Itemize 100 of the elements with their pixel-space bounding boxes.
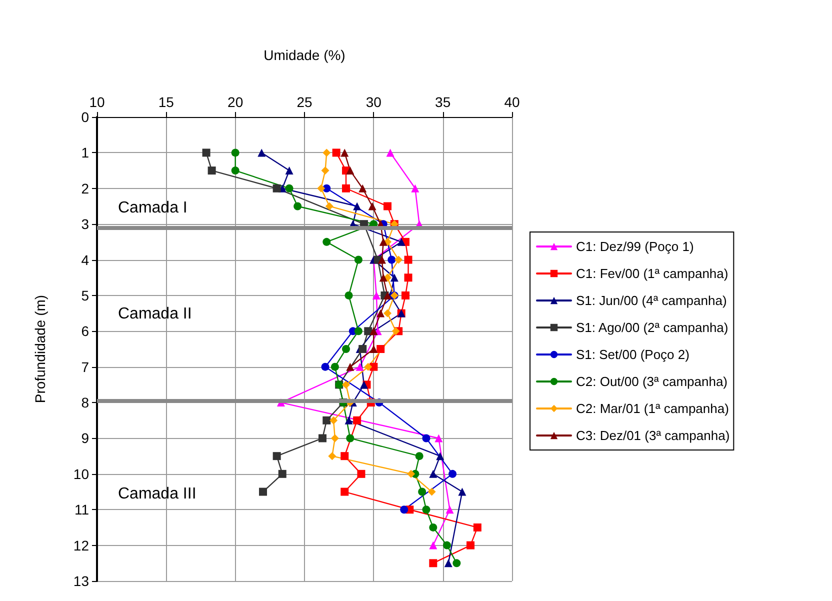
point — [278, 470, 286, 478]
point — [436, 452, 444, 460]
point — [358, 345, 367, 353]
point — [356, 362, 364, 371]
point — [404, 274, 412, 282]
legend-label: S1: Ago/00 (2ª campanha) — [576, 320, 728, 335]
point — [473, 523, 482, 532]
point — [353, 416, 362, 424]
point — [379, 274, 388, 282]
y-tick-label: 4 — [81, 252, 90, 268]
point — [354, 327, 362, 336]
point — [428, 488, 436, 496]
point — [404, 256, 412, 264]
point — [429, 541, 438, 550]
y-tick-label: 0 — [81, 109, 90, 125]
point — [354, 256, 362, 264]
point — [448, 470, 457, 478]
point — [285, 184, 294, 192]
point — [384, 202, 392, 210]
annotation: Camada II — [118, 306, 192, 322]
legend-label: C3: Dez/01 (3ª campanha) — [576, 428, 730, 443]
point — [272, 452, 281, 460]
point — [322, 238, 331, 246]
point — [342, 184, 350, 192]
point — [388, 256, 396, 264]
point — [322, 148, 331, 157]
y-tick-label: 12 — [73, 537, 90, 554]
legend-label: S1: Jun/00 (4ª campanha) — [576, 293, 727, 308]
point — [322, 184, 331, 192]
legend-label: C1: Fev/00 (1ª campanha) — [576, 266, 728, 281]
point — [231, 148, 240, 157]
point — [330, 362, 339, 371]
point — [231, 166, 240, 175]
point — [340, 488, 349, 496]
point — [364, 362, 372, 371]
point — [364, 327, 372, 336]
point — [342, 380, 350, 389]
point — [332, 148, 340, 157]
point — [259, 488, 267, 496]
point — [357, 470, 366, 478]
point — [372, 291, 380, 300]
point — [321, 166, 330, 175]
point — [360, 380, 368, 389]
point — [330, 434, 339, 442]
point — [386, 148, 394, 157]
point — [325, 202, 334, 210]
point — [394, 256, 403, 264]
point — [340, 452, 349, 460]
x-axis-title: Umidade (%) — [264, 47, 346, 63]
y-tick-label: 7 — [81, 358, 90, 375]
point — [342, 345, 350, 353]
x-tick-label: 25 — [296, 94, 312, 110]
legend-label: C2: Out/00 (3ª campanha) — [576, 374, 728, 389]
point — [294, 202, 302, 210]
point — [397, 238, 406, 246]
point — [317, 184, 326, 192]
legend-label: C2: Mar/01 (1ª campanha) — [576, 401, 729, 416]
legend-label: C1: Dez/99 (Poço 1) — [576, 239, 694, 254]
y-tick-label: 3 — [81, 216, 90, 232]
point — [353, 202, 362, 210]
point — [344, 416, 353, 424]
point — [330, 416, 338, 424]
point — [344, 291, 353, 300]
y-tick-label: 9 — [81, 430, 90, 446]
point — [418, 488, 426, 496]
legend-label: S1: Set/00 (Poço 2) — [576, 347, 690, 362]
x-tick-label: 30 — [366, 94, 382, 110]
x-tick-label: 15 — [158, 94, 174, 110]
y-tick-label: 13 — [73, 573, 90, 589]
point — [378, 256, 386, 264]
y-tick-label: 11 — [74, 502, 90, 518]
point — [346, 434, 354, 442]
point — [258, 148, 266, 157]
point — [379, 238, 388, 246]
point — [390, 274, 398, 282]
point — [444, 559, 452, 568]
point — [285, 166, 294, 175]
x-tick-label: 40 — [504, 94, 520, 110]
x-tick-label: 35 — [435, 94, 451, 110]
point — [422, 506, 430, 514]
point — [384, 309, 392, 318]
point — [415, 452, 424, 460]
y-tick-label: 8 — [81, 394, 90, 411]
point — [346, 362, 354, 371]
point — [466, 541, 474, 550]
point — [429, 559, 438, 568]
y-tick-label: 10 — [73, 466, 90, 482]
annotation: Camada I — [118, 200, 188, 216]
point — [208, 166, 216, 175]
point — [368, 202, 376, 210]
point — [446, 506, 454, 514]
point — [392, 327, 400, 336]
point — [370, 345, 378, 353]
point — [452, 559, 461, 568]
point — [328, 452, 336, 460]
point — [370, 362, 378, 371]
point — [322, 416, 331, 424]
point — [429, 470, 438, 478]
y-axis-title: Profundidade (m) — [32, 294, 48, 404]
point — [376, 309, 385, 318]
